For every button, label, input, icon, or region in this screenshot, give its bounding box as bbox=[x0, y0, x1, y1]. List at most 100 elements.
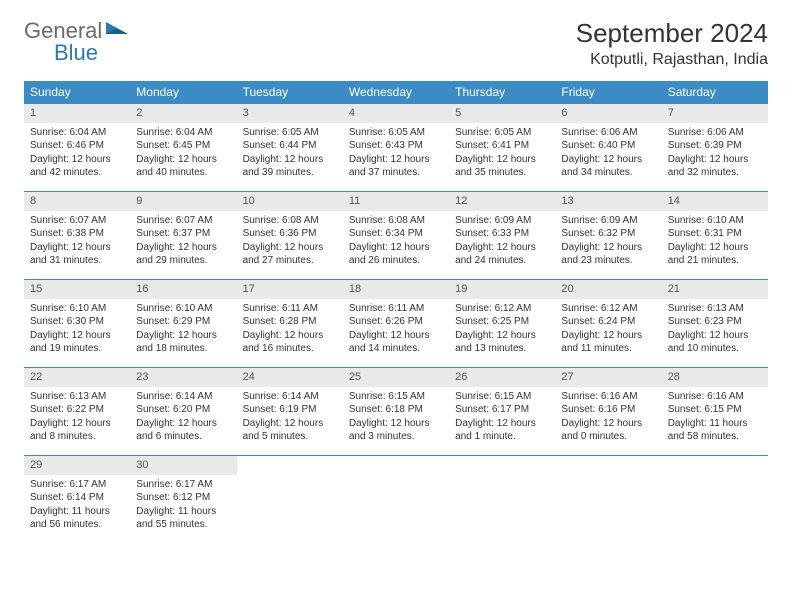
day-number: 16 bbox=[130, 280, 236, 299]
calendar-day-cell: 16Sunrise: 6:10 AMSunset: 6:29 PMDayligh… bbox=[130, 280, 236, 368]
sunset-text: Sunset: 6:29 PM bbox=[136, 315, 230, 329]
sunset-text: Sunset: 6:43 PM bbox=[349, 139, 443, 153]
daylight-text: Daylight: 12 hours and 34 minutes. bbox=[561, 153, 655, 180]
sunset-text: Sunset: 6:45 PM bbox=[136, 139, 230, 153]
day-content: Sunrise: 6:05 AMSunset: 6:41 PMDaylight:… bbox=[449, 123, 555, 186]
sunset-text: Sunset: 6:32 PM bbox=[561, 227, 655, 241]
sunset-text: Sunset: 6:46 PM bbox=[30, 139, 124, 153]
daylight-text: Daylight: 12 hours and 31 minutes. bbox=[30, 241, 124, 268]
calendar-table: Sunday Monday Tuesday Wednesday Thursday… bbox=[24, 81, 768, 544]
day-content: Sunrise: 6:17 AMSunset: 6:14 PMDaylight:… bbox=[24, 475, 130, 538]
day-number: 5 bbox=[449, 104, 555, 123]
daylight-text: Daylight: 12 hours and 24 minutes. bbox=[455, 241, 549, 268]
day-number: 6 bbox=[555, 104, 661, 123]
sunrise-text: Sunrise: 6:07 AM bbox=[30, 214, 124, 228]
day-number: 30 bbox=[130, 456, 236, 475]
sunset-text: Sunset: 6:39 PM bbox=[668, 139, 762, 153]
sunrise-text: Sunrise: 6:11 AM bbox=[349, 302, 443, 316]
day-content: Sunrise: 6:04 AMSunset: 6:46 PMDaylight:… bbox=[24, 123, 130, 186]
sunrise-text: Sunrise: 6:13 AM bbox=[30, 390, 124, 404]
sunrise-text: Sunrise: 6:15 AM bbox=[455, 390, 549, 404]
calendar-day-cell bbox=[237, 456, 343, 544]
sunrise-text: Sunrise: 6:16 AM bbox=[668, 390, 762, 404]
day-content: Sunrise: 6:13 AMSunset: 6:22 PMDaylight:… bbox=[24, 387, 130, 450]
day-number: 23 bbox=[130, 368, 236, 387]
col-wednesday: Wednesday bbox=[343, 81, 449, 104]
daylight-text: Daylight: 12 hours and 3 minutes. bbox=[349, 417, 443, 444]
day-content: Sunrise: 6:10 AMSunset: 6:29 PMDaylight:… bbox=[130, 299, 236, 362]
calendar-day-cell: 15Sunrise: 6:10 AMSunset: 6:30 PMDayligh… bbox=[24, 280, 130, 368]
calendar-day-cell: 29Sunrise: 6:17 AMSunset: 6:14 PMDayligh… bbox=[24, 456, 130, 544]
sunset-text: Sunset: 6:28 PM bbox=[243, 315, 337, 329]
daylight-text: Daylight: 12 hours and 18 minutes. bbox=[136, 329, 230, 356]
calendar-week-row: 1Sunrise: 6:04 AMSunset: 6:46 PMDaylight… bbox=[24, 104, 768, 192]
calendar-day-cell bbox=[662, 456, 768, 544]
sunrise-text: Sunrise: 6:11 AM bbox=[243, 302, 337, 316]
daylight-text: Daylight: 12 hours and 5 minutes. bbox=[243, 417, 337, 444]
calendar-day-cell: 6Sunrise: 6:06 AMSunset: 6:40 PMDaylight… bbox=[555, 104, 661, 192]
calendar-day-cell: 25Sunrise: 6:15 AMSunset: 6:18 PMDayligh… bbox=[343, 368, 449, 456]
sunrise-text: Sunrise: 6:15 AM bbox=[349, 390, 443, 404]
sunrise-text: Sunrise: 6:10 AM bbox=[30, 302, 124, 316]
daylight-text: Daylight: 12 hours and 16 minutes. bbox=[243, 329, 337, 356]
sunrise-text: Sunrise: 6:05 AM bbox=[455, 126, 549, 140]
calendar-day-cell: 27Sunrise: 6:16 AMSunset: 6:16 PMDayligh… bbox=[555, 368, 661, 456]
col-saturday: Saturday bbox=[662, 81, 768, 104]
daylight-text: Daylight: 12 hours and 27 minutes. bbox=[243, 241, 337, 268]
calendar-header-row: Sunday Monday Tuesday Wednesday Thursday… bbox=[24, 81, 768, 104]
day-number: 3 bbox=[237, 104, 343, 123]
calendar-day-cell: 13Sunrise: 6:09 AMSunset: 6:32 PMDayligh… bbox=[555, 192, 661, 280]
day-number: 27 bbox=[555, 368, 661, 387]
month-title: September 2024 bbox=[576, 18, 768, 49]
sunset-text: Sunset: 6:38 PM bbox=[30, 227, 124, 241]
daylight-text: Daylight: 12 hours and 26 minutes. bbox=[349, 241, 443, 268]
logo-flag-icon bbox=[106, 20, 130, 43]
day-number: 11 bbox=[343, 192, 449, 211]
day-content: Sunrise: 6:10 AMSunset: 6:30 PMDaylight:… bbox=[24, 299, 130, 362]
sunrise-text: Sunrise: 6:09 AM bbox=[455, 214, 549, 228]
day-content: Sunrise: 6:05 AMSunset: 6:44 PMDaylight:… bbox=[237, 123, 343, 186]
sunrise-text: Sunrise: 6:08 AM bbox=[349, 214, 443, 228]
daylight-text: Daylight: 12 hours and 10 minutes. bbox=[668, 329, 762, 356]
day-number: 2 bbox=[130, 104, 236, 123]
day-content: Sunrise: 6:16 AMSunset: 6:16 PMDaylight:… bbox=[555, 387, 661, 450]
sunrise-text: Sunrise: 6:09 AM bbox=[561, 214, 655, 228]
calendar-day-cell: 17Sunrise: 6:11 AMSunset: 6:28 PMDayligh… bbox=[237, 280, 343, 368]
sunset-text: Sunset: 6:31 PM bbox=[668, 227, 762, 241]
day-content: Sunrise: 6:15 AMSunset: 6:18 PMDaylight:… bbox=[343, 387, 449, 450]
sunset-text: Sunset: 6:14 PM bbox=[30, 491, 124, 505]
sunrise-text: Sunrise: 6:07 AM bbox=[136, 214, 230, 228]
calendar-day-cell bbox=[555, 456, 661, 544]
daylight-text: Daylight: 11 hours and 56 minutes. bbox=[30, 505, 124, 532]
day-number: 22 bbox=[24, 368, 130, 387]
calendar-day-cell: 11Sunrise: 6:08 AMSunset: 6:34 PMDayligh… bbox=[343, 192, 449, 280]
day-number: 26 bbox=[449, 368, 555, 387]
calendar-day-cell: 10Sunrise: 6:08 AMSunset: 6:36 PMDayligh… bbox=[237, 192, 343, 280]
calendar-day-cell: 5Sunrise: 6:05 AMSunset: 6:41 PMDaylight… bbox=[449, 104, 555, 192]
sunset-text: Sunset: 6:44 PM bbox=[243, 139, 337, 153]
sunrise-text: Sunrise: 6:04 AM bbox=[30, 126, 124, 140]
calendar-day-cell: 24Sunrise: 6:14 AMSunset: 6:19 PMDayligh… bbox=[237, 368, 343, 456]
day-content: Sunrise: 6:14 AMSunset: 6:19 PMDaylight:… bbox=[237, 387, 343, 450]
sunrise-text: Sunrise: 6:08 AM bbox=[243, 214, 337, 228]
sunrise-text: Sunrise: 6:16 AM bbox=[561, 390, 655, 404]
calendar-day-cell: 14Sunrise: 6:10 AMSunset: 6:31 PMDayligh… bbox=[662, 192, 768, 280]
calendar-day-cell bbox=[343, 456, 449, 544]
sunrise-text: Sunrise: 6:05 AM bbox=[243, 126, 337, 140]
daylight-text: Daylight: 12 hours and 40 minutes. bbox=[136, 153, 230, 180]
day-content: Sunrise: 6:11 AMSunset: 6:28 PMDaylight:… bbox=[237, 299, 343, 362]
day-content: Sunrise: 6:10 AMSunset: 6:31 PMDaylight:… bbox=[662, 211, 768, 274]
sunset-text: Sunset: 6:37 PM bbox=[136, 227, 230, 241]
sunrise-text: Sunrise: 6:10 AM bbox=[668, 214, 762, 228]
daylight-text: Daylight: 12 hours and 14 minutes. bbox=[349, 329, 443, 356]
calendar-week-row: 15Sunrise: 6:10 AMSunset: 6:30 PMDayligh… bbox=[24, 280, 768, 368]
calendar-day-cell: 4Sunrise: 6:05 AMSunset: 6:43 PMDaylight… bbox=[343, 104, 449, 192]
calendar-day-cell: 3Sunrise: 6:05 AMSunset: 6:44 PMDaylight… bbox=[237, 104, 343, 192]
sunrise-text: Sunrise: 6:12 AM bbox=[561, 302, 655, 316]
calendar-body: 1Sunrise: 6:04 AMSunset: 6:46 PMDaylight… bbox=[24, 104, 768, 544]
day-number: 28 bbox=[662, 368, 768, 387]
day-content: Sunrise: 6:17 AMSunset: 6:12 PMDaylight:… bbox=[130, 475, 236, 538]
sunrise-text: Sunrise: 6:17 AM bbox=[136, 478, 230, 492]
day-content: Sunrise: 6:09 AMSunset: 6:32 PMDaylight:… bbox=[555, 211, 661, 274]
sunrise-text: Sunrise: 6:05 AM bbox=[349, 126, 443, 140]
